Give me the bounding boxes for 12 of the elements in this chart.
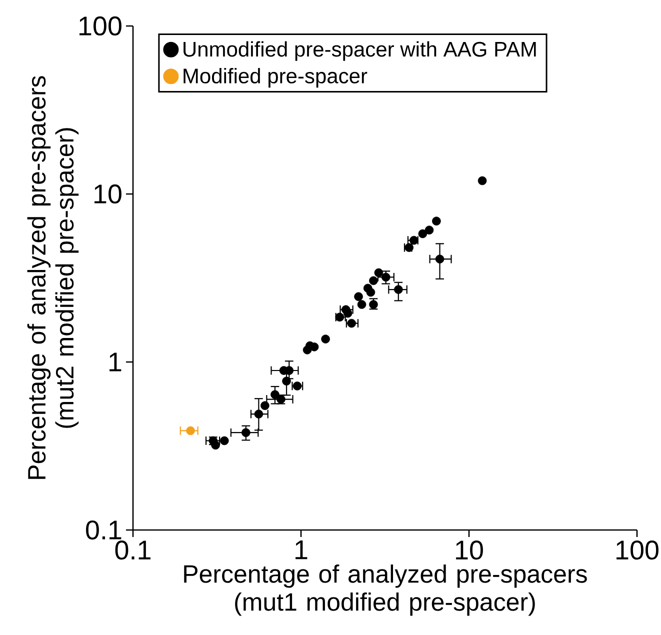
y-axis-title: Percentage of analyzed pre-spacers (mut2 modified pre-spacer) — [27, 76, 79, 479]
legend-label: Unmodified pre-spacer with AAG PAM — [184, 41, 536, 61]
x-axis-title: Percentage of analyzed pre-spacers (mut1 modified pre-spacer) — [184, 564, 587, 616]
x-tick-label: 0.1 — [115, 540, 150, 560]
y-tick-label: 0.1 — [86, 520, 122, 540]
y-tick-label: 10 — [94, 184, 122, 204]
x-tick-label: 100 — [616, 540, 658, 560]
x-tick-label: 1 — [296, 540, 308, 560]
y-tick-label: 100 — [80, 16, 122, 36]
x-tick-label: 10 — [456, 540, 483, 560]
legend-label: Modified pre-spacer — [184, 68, 368, 88]
y-tick-label: 1 — [110, 352, 122, 372]
